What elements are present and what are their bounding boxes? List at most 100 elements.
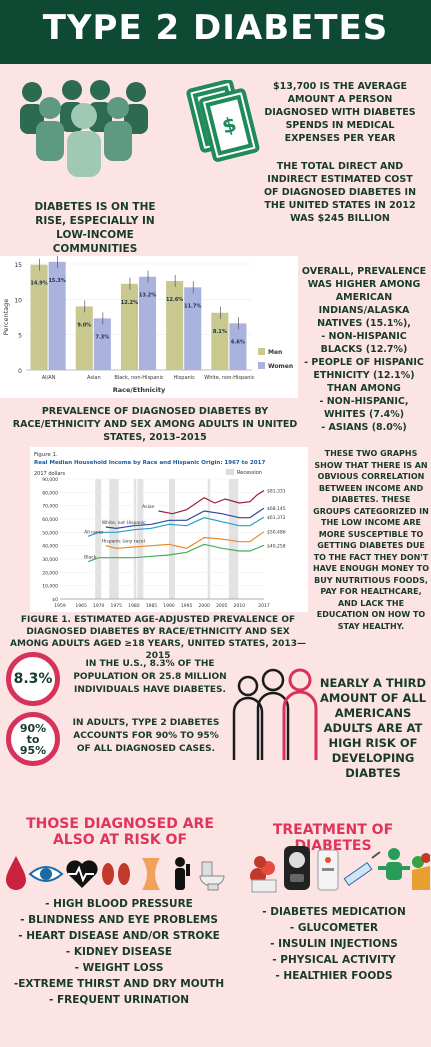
- series-line: [105, 531, 265, 549]
- bar-value-label: 8.1%: [213, 329, 227, 335]
- unit-label: 2017 dollars: [34, 471, 65, 477]
- treatment-icons-row: [250, 846, 430, 893]
- bar: [211, 312, 229, 370]
- series-name-label: All races: [84, 529, 104, 535]
- risk-list: - HIGH BLOOD PRESSURE - BLINDNESS AND EY…: [8, 896, 230, 1008]
- bar: [184, 287, 202, 370]
- healthy-food-icon: [412, 853, 430, 890]
- stat2-text: IN ADULTS, TYPE 2 DIABETES ACCOUNTS FOR …: [72, 718, 220, 754]
- series-name-label: White, not Hispanic: [102, 520, 146, 526]
- series-line: [87, 516, 265, 537]
- risk-title: THOSE DIAGNOSED ARE ALSO AT RISK OF: [26, 816, 214, 848]
- medication-icon: [250, 856, 277, 893]
- kidney-icon: [102, 863, 130, 885]
- stat-value-bottom: 95%: [19, 744, 47, 757]
- risk-item: - WEIGHT LOSS: [74, 962, 164, 974]
- series-name-label: Asian: [142, 504, 154, 510]
- bar: [139, 276, 157, 370]
- series-end-label: $81,331: [267, 489, 286, 495]
- risk-item: - KIDNEY DISEASE: [65, 946, 173, 958]
- y-tick-label: 70,000: [42, 504, 58, 510]
- prevalence-line: - NON-HISPANIC, WHITES (7.4%): [319, 396, 409, 420]
- stat-value-top: 90%: [19, 722, 47, 735]
- third-text: NEARLY A THIRD AMOUNT OF ALL AMERICANS A…: [319, 676, 427, 780]
- x-tick-label: 1975: [111, 603, 123, 609]
- weight-loss-icon: [142, 858, 160, 890]
- y-tick-label: 80,000: [42, 490, 58, 496]
- x-tick-label: 1970: [93, 603, 105, 609]
- bar-value-label: 11.7%: [184, 303, 201, 309]
- recession-band: [207, 479, 211, 599]
- average-cost-text: $13,700 IS THE AVERAGE AMOUNT A PERSON D…: [264, 81, 416, 144]
- legend-label: Men: [268, 349, 282, 356]
- treatment-list: - DIABETES MEDICATION - GLUCOMETER - INS…: [240, 904, 428, 984]
- legend-swatch: [258, 362, 265, 369]
- x-tick-label: 2017: [258, 603, 270, 609]
- y-tick-label: 50,000: [42, 530, 58, 536]
- series-end-label: $61,372: [267, 515, 286, 521]
- bar-value-label: 9.0%: [77, 322, 91, 328]
- x-tick-label: Hispanic: [174, 375, 196, 381]
- blood-drop-icon: [6, 856, 26, 890]
- stat-value-mid: to: [26, 733, 40, 746]
- recession-band: [95, 479, 102, 599]
- x-tick-label: 1995: [181, 603, 193, 609]
- treatment-title: TREATMENT OF DIABETES: [272, 822, 394, 854]
- page-title: TYPE 2 DIABETES: [42, 8, 389, 48]
- prevalence-line: OVERALL, PREVALENCE WAS HIGHER AMONG AME…: [301, 266, 427, 329]
- physical-activity-icon: [378, 848, 410, 880]
- bar-value-label: 12.2%: [121, 300, 138, 306]
- series-end-label: $50,486: [267, 530, 286, 536]
- bar: [48, 261, 66, 370]
- risk-item: - BLINDNESS AND EYE PROBLEMS: [20, 914, 218, 926]
- bar-value-label: 13.2%: [139, 293, 156, 299]
- y-tick-label: 0: [18, 368, 22, 375]
- y-tick-label: $0: [52, 597, 58, 603]
- line-chart-caption: FIGURE 1. ESTIMATED AGE-ADJUSTED PREVALE…: [10, 615, 306, 661]
- bar-chart-caption: PREVALENCE OF DIAGNOSED DIABETES BY RACE…: [12, 406, 298, 443]
- series-end-label: $68,145: [267, 506, 286, 512]
- treatment-item: - GLUCOMETER: [289, 922, 379, 934]
- bar: [166, 280, 184, 370]
- x-axis-label: Race/Ethnicity: [113, 386, 166, 394]
- stat-ring-8-3: 8.3%: [6, 652, 60, 706]
- eye-icon: [28, 866, 64, 882]
- svg-text:$: $: [220, 112, 239, 139]
- bar-chart-panel: 0 5 10 15 Percentage 14.9% 15.3% AI/AN 9.0% 7.3% A…: [0, 255, 298, 398]
- series-line: [87, 543, 265, 563]
- y-tick-label: 60,000: [42, 517, 58, 523]
- y-tick-label: 40,000: [42, 544, 58, 550]
- bar: [30, 264, 48, 370]
- x-tick-label: Black, non-Hispanic: [114, 375, 163, 381]
- bar: [93, 318, 111, 370]
- money-bills-icon: $ $: [186, 80, 260, 162]
- bar-value-label: 6.6%: [231, 339, 245, 345]
- x-tick-label: AI/AN: [42, 375, 56, 381]
- line-chart: Figure 1. Real Median Household Income by…: [34, 452, 286, 609]
- recession-legend-swatch: [226, 469, 234, 475]
- legend-label: Women: [268, 363, 293, 370]
- bar-value-label: 14.9%: [30, 281, 47, 287]
- risk-item: -EXTREME THIRST AND DRY MOUTH: [13, 978, 225, 990]
- line-chart-panel: Figure 1. Real Median Household Income by…: [30, 447, 308, 612]
- rise-text: DIABETES IS ON THE RISE, ESPECIALLY IN L…: [34, 201, 156, 255]
- x-tick-label: 1965: [75, 603, 87, 609]
- stat-ring-90-95: 90% to 95%: [6, 712, 60, 766]
- recession-band: [109, 479, 119, 599]
- treatment-item: - HEALTHIER FOODS: [275, 970, 393, 982]
- x-tick-label: 1990: [163, 603, 175, 609]
- three-people-icon: [232, 668, 318, 760]
- stat1-text: IN THE U.S., 8.3% OF THE POPULATION OR 2…: [73, 659, 227, 695]
- stat-value: 8.3%: [13, 671, 53, 687]
- prevalence-line: THAN AMONG: [327, 383, 401, 394]
- line-chart-title: Real Median Household Income by Race and…: [34, 460, 265, 466]
- series-end-label: $40,258: [267, 543, 286, 549]
- prevalence-line: - ASIANS (8.0%): [321, 422, 407, 433]
- risk-item: - FREQUENT URINATION: [48, 994, 190, 1006]
- treatment-item: - DIABETES MEDICATION: [262, 906, 406, 918]
- y-tick-label: 20,000: [42, 570, 58, 576]
- treatment-item: - INSULIN INJECTIONS: [270, 938, 398, 950]
- y-tick-label: 10,000: [42, 584, 58, 590]
- prevalence-line: - PEOPLE OF HISPANIC ETHNICITY (12.1%): [304, 357, 424, 381]
- total-cost-text: THE TOTAL DIRECT AND INDIRECT ESTIMATED …: [263, 161, 417, 224]
